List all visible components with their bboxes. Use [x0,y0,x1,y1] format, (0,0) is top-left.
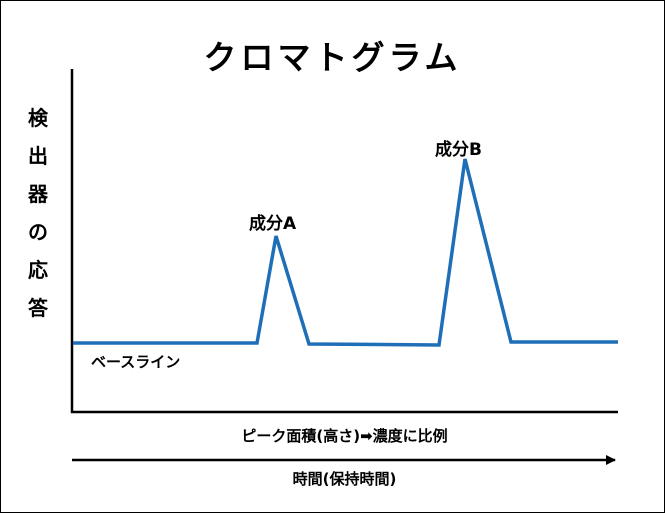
peak-label-a: 成分A [249,213,297,234]
y-axis-label-char: 器 [28,182,48,206]
peak-area-note: ピーク面積(高さ)➡濃度に比例 [241,427,448,445]
signal-trace [73,158,618,347]
baseline-label: ベースライン [91,353,181,371]
time-axis-label: 時間(保持時間) [292,470,397,488]
peak-label-b: 成分B [435,139,482,160]
y-axis-label-char: 出 [28,144,48,168]
y-axis-label: 検 出 器 の 応 答 [23,99,53,327]
chart-title: クロマトグラム [203,38,462,77]
y-axis-label-char: 応 [28,258,48,282]
y-axis-label-char: 検 [28,106,48,130]
y-axis-label-char: の [28,220,48,244]
y-axis-label-char: 答 [28,296,48,320]
